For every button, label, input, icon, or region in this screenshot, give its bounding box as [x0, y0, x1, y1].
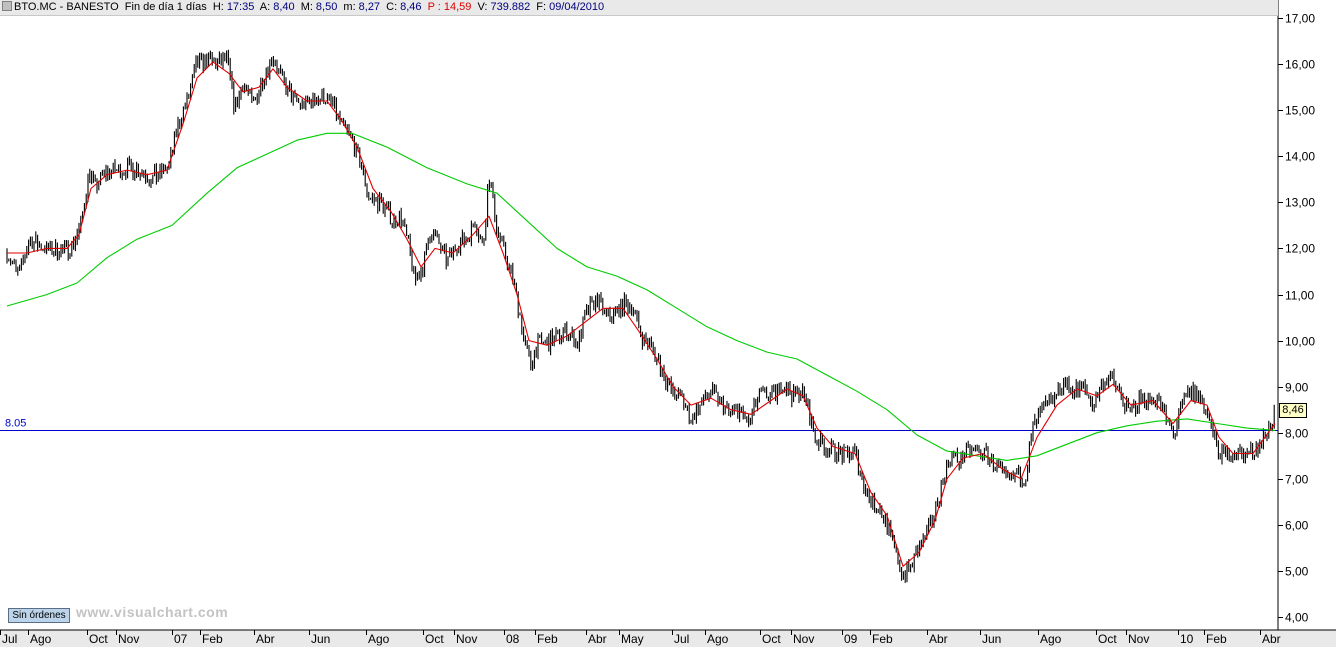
x-tick-label: Nov	[793, 632, 814, 646]
f-value: 09/04/2010	[549, 1, 605, 13]
x-tick-label: Feb	[872, 632, 893, 646]
p-label: P :	[427, 1, 441, 13]
x-tick-label: Nov	[456, 632, 477, 646]
x-tick-label: Oct	[89, 632, 108, 646]
x-tick-label: 10	[1180, 632, 1194, 646]
y-tick-label: 9,00	[1285, 381, 1309, 395]
c-label: C:	[386, 1, 398, 13]
x-tick-label: Oct	[762, 632, 781, 646]
y-tick-label: 15,00	[1285, 104, 1315, 118]
x-axis-panel	[0, 630, 1336, 647]
min-label: m:	[343, 1, 356, 13]
symbol-label: BTO.MC - BANESTO	[14, 1, 119, 13]
x-tick-label: Feb	[1206, 632, 1227, 646]
v-value: 739.882	[490, 1, 531, 13]
x-tick-label: Jun	[311, 632, 330, 646]
y-tick-label: 10,00	[1285, 335, 1315, 349]
y-tick-label: 7,00	[1285, 473, 1309, 487]
x-axis: Jul Ago Oct Nov 07 Feb Abr Jun Ago Oct Nov 08 Feb Abr…	[0, 629, 1336, 647]
h-value: 17:35	[226, 1, 255, 13]
a-label: A:	[259, 1, 271, 13]
x-tick-label: Jul	[2, 632, 17, 646]
x-tick-label: 08	[506, 632, 520, 646]
x-tick-label: Jul	[674, 632, 689, 646]
p-value: 14,59	[443, 1, 472, 13]
a-value: 8,40	[273, 1, 295, 13]
short-moving-average-line	[7, 61, 1276, 567]
x-tick-label: Abr	[588, 632, 607, 646]
x-tick-label: Ago	[368, 632, 390, 646]
y-tick-label: 11,00	[1285, 289, 1314, 303]
horizontal-line-label: 8.05	[5, 418, 26, 430]
x-tick-label: Oct	[1098, 632, 1117, 646]
x-tick-label: 07	[174, 632, 188, 646]
x-tick-label: 09	[844, 632, 858, 646]
y-tick-label: 6,00	[1285, 519, 1309, 533]
x-tick-label: Feb	[537, 632, 558, 646]
x-tick-label: Abr	[929, 632, 948, 646]
series-lines: 8.05	[0, 49, 1278, 583]
x-tick-label: Jun	[982, 632, 1001, 646]
x-tick-label: Ago	[30, 632, 52, 646]
y-tick-label: 4,00	[1285, 611, 1309, 625]
h-label: H:	[212, 1, 224, 13]
y-tick-label: 5,00	[1285, 565, 1309, 579]
x-tick-label: Ago	[707, 632, 729, 646]
x-tick-label: Abr	[256, 632, 275, 646]
last-price-tag: 8,46	[1279, 403, 1307, 418]
window-icon	[2, 1, 12, 11]
chart-header: BTO.MC - BANESTO Fin de día 1 días H: 17:…	[0, 0, 1278, 16]
y-tick-label: 12,00	[1285, 242, 1315, 256]
long-moving-average-line	[6, 132, 1276, 461]
x-tick-label: Nov	[1128, 632, 1149, 646]
sin-ordenes-button[interactable]: Sin órdenes	[8, 608, 70, 623]
y-tick-label: 8,00	[1285, 427, 1309, 441]
m-value: 8,50	[315, 1, 338, 13]
price-bars	[6, 49, 1275, 583]
period-label: Fin de día 1 días	[124, 1, 207, 13]
x-tick-label: May	[621, 632, 644, 646]
m-label: M:	[300, 1, 313, 13]
y-axis: 4,00 5,00 6,00 7,00 8,00 9,00 10,00 11,00 12,00 1…	[1277, 0, 1336, 647]
x-tick-label: Oct	[425, 632, 444, 646]
x-tick-label: Feb	[202, 632, 223, 646]
x-tick-label: Abr	[1262, 632, 1281, 646]
c-value: 8,46	[400, 1, 422, 13]
y-tick-label: 17,00	[1285, 12, 1315, 26]
f-label: F:	[536, 1, 547, 13]
min-value: 8,27	[358, 1, 381, 13]
y-tick-label: 16,00	[1285, 58, 1315, 72]
watermark: www.visualchart.com	[76, 604, 229, 620]
x-tick-label: Nov	[118, 632, 139, 646]
x-tick-label: Ago	[1040, 632, 1062, 646]
y-tick-label: 13,00	[1285, 196, 1315, 210]
v-label: V:	[477, 1, 488, 13]
y-axis-panel	[1278, 0, 1336, 647]
y-tick-label: 14,00	[1285, 150, 1315, 164]
